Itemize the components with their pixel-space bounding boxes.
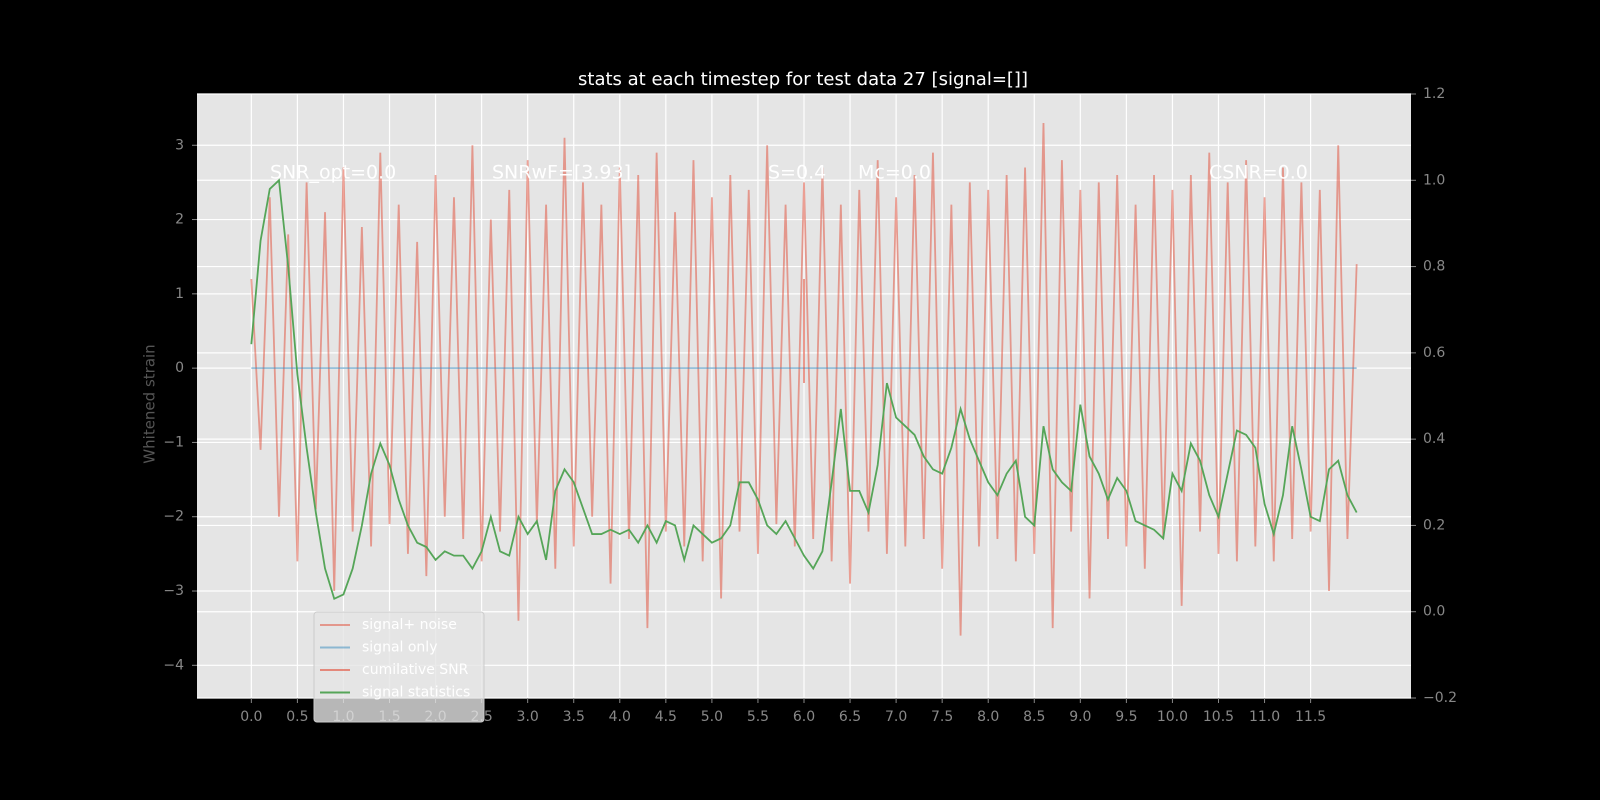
y2-tick-label: −0.2 (1423, 690, 1457, 706)
x-tick-label: 11.0 (1249, 709, 1280, 725)
legend-label: signal+ noise (362, 617, 457, 633)
marks (250, 122, 1358, 636)
y-tick-label: −1 (163, 434, 184, 450)
annotation: CSNR=0.0 (1209, 162, 1308, 184)
y2-tick-label: 0.0 (1423, 604, 1445, 620)
chart-title: stats at each timestep for test data 27 … (578, 69, 1028, 90)
y-tick-label: 1 (175, 286, 184, 302)
x-tick-label: 9.5 (1115, 709, 1137, 725)
x-tick-label: 6.5 (839, 709, 861, 725)
x-tick-label: 9.0 (1069, 709, 1091, 725)
x-tick-label: 10.5 (1203, 709, 1234, 725)
legend-label: signal statistics (362, 685, 470, 701)
y-tick-label: −2 (163, 509, 184, 525)
x-tick-label: 5.0 (701, 709, 723, 725)
legend (313, 611, 485, 723)
legend-label: signal only (362, 640, 437, 656)
x-tick-label: 0.0 (240, 709, 262, 725)
grid: −4 −3 −2 −1 0 1 2 3 −0.2 0.0 0.2 0.4 0.6 0.8 1.0 1.2 0.0… (163, 86, 1457, 725)
x-tick-label: 4.5 (655, 709, 677, 725)
y2-tick-label: 0.4 (1423, 431, 1445, 447)
x-tick-label: 8.5 (1023, 709, 1045, 725)
y2-tick-label: 0.8 (1423, 259, 1445, 275)
y2-tick-label: 1.0 (1423, 172, 1445, 188)
x-tick-label: 11.5 (1295, 709, 1326, 725)
x-tick-label: 10.0 (1157, 709, 1188, 725)
annotation: SNR_opt=0.0 (270, 162, 396, 184)
x-tick-label: 5.5 (747, 709, 769, 725)
overlay: SNR_opt=0.0 SNRwF=[3.93] S=0.4 Mc=0.0 CSNR=0… (270, 162, 1308, 723)
x-tick-label: 3.5 (563, 709, 585, 725)
annotation: S=0.4 (768, 162, 826, 184)
annotation: SNRwF=[3.93] (492, 162, 631, 184)
legend-label: cumilative SNR (362, 662, 469, 678)
series-line (250, 178, 1358, 601)
annotation: Mc=0.0 (858, 162, 931, 184)
x-tick-label: 7.0 (885, 709, 907, 725)
x-tick-label: 8.0 (977, 709, 999, 725)
series-line (250, 122, 1358, 636)
x-tick-label: 7.5 (931, 709, 953, 725)
y-tick-label: 0 (175, 360, 184, 376)
y-axis-label: Whitened strain (141, 344, 159, 463)
y-tick-label: −4 (163, 657, 184, 673)
y-tick-label: 2 (175, 212, 184, 228)
y-tick-label: 3 (175, 137, 184, 153)
y2-tick-label: 1.2 (1423, 86, 1445, 102)
y-tick-label: −3 (163, 583, 184, 599)
x-tick-label: 4.0 (609, 709, 631, 725)
x-tick-label: 0.5 (286, 709, 308, 725)
y2-tick-label: 0.2 (1423, 517, 1445, 533)
x-tick-label: 6.0 (793, 709, 815, 725)
y2-tick-label: 0.6 (1423, 345, 1445, 361)
x-tick-label: 3.0 (517, 709, 539, 725)
